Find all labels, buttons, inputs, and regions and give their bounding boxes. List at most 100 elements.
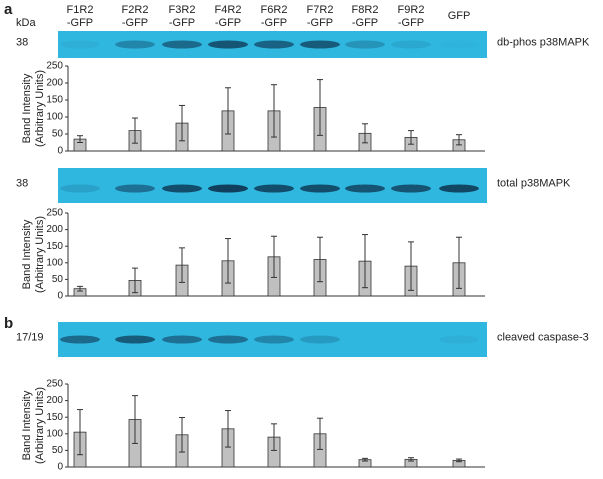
lane-label: F1R2 (67, 4, 94, 16)
y-axis-label: (Arbitrary Units) (34, 70, 46, 147)
lane-label: F2R2 (122, 4, 149, 16)
lane-label: -GFP (352, 17, 378, 29)
y-tick-label: 250 (46, 61, 63, 72)
blot-band (208, 184, 248, 193)
blot-band (345, 184, 385, 193)
blot-label: db-phos p38MAPK (497, 36, 590, 48)
lane-label: F6R2 (261, 4, 288, 16)
blot-band (162, 40, 202, 49)
y-tick-label: 150 (46, 412, 63, 423)
lane-label: -GFP (398, 17, 424, 29)
y-axis-label: Band Intensity (21, 73, 33, 143)
error-bar (317, 236, 323, 283)
blot-band (391, 184, 431, 193)
error-bar (77, 285, 83, 292)
blot-band (208, 335, 248, 344)
blot-band (162, 184, 202, 193)
lane-label: F7R2 (307, 4, 334, 16)
y-axis-label: (Arbitrary Units) (34, 387, 46, 464)
blot-band (115, 335, 155, 344)
y-tick-label: 200 (46, 78, 63, 89)
lane-label: F4R2 (215, 4, 242, 16)
error-bar (362, 457, 368, 462)
y-tick-label: 200 (46, 224, 63, 235)
error-bar (408, 457, 414, 462)
blot-band (300, 184, 340, 193)
blot-band (439, 335, 479, 344)
y-tick-label: 0 (57, 291, 63, 302)
error-bar (362, 234, 368, 289)
error-bar (317, 79, 323, 136)
lane-label: -GFP (122, 17, 148, 29)
y-tick-label: 100 (46, 428, 63, 439)
error-bar (271, 84, 277, 138)
error-bar (77, 135, 83, 143)
lane-label: -GFP (169, 17, 195, 29)
y-tick-label: 0 (57, 462, 63, 473)
lane-label: F9R2 (398, 4, 425, 16)
error-bar (77, 409, 83, 456)
blot-band (345, 40, 385, 49)
lane-label: GFP (448, 10, 471, 22)
y-tick-label: 50 (52, 274, 64, 285)
blot-band (300, 40, 340, 49)
y-tick-label: 250 (46, 379, 63, 390)
y-tick-label: 150 (46, 95, 63, 106)
kda-label: kDa (16, 17, 36, 29)
y-tick-label: 150 (46, 241, 63, 252)
error-bar (225, 410, 231, 448)
error-bar (225, 87, 231, 135)
y-axis-label: Band Intensity (21, 219, 33, 289)
lane-label: F8R2 (352, 4, 379, 16)
error-bar (456, 134, 462, 146)
blot-size: 38 (16, 177, 28, 189)
blot-band (300, 335, 340, 344)
error-bar (179, 247, 185, 283)
lane-label: -GFP (307, 17, 333, 29)
y-tick-label: 200 (46, 395, 63, 406)
blot-band (439, 184, 479, 193)
blot-band (60, 184, 100, 193)
blot-band (115, 40, 155, 49)
y-tick-label: 50 (52, 129, 64, 140)
lane-label: -GFP (261, 17, 287, 29)
error-bar (408, 130, 414, 145)
error-bar (317, 417, 323, 450)
error-bar (456, 458, 462, 463)
error-bar (132, 395, 138, 444)
y-tick-label: 100 (46, 112, 63, 123)
error-bar (362, 123, 368, 144)
blot-band (162, 335, 202, 344)
blot-band (391, 40, 431, 49)
panel-label: a (4, 1, 13, 18)
y-tick-label: 50 (52, 445, 64, 456)
blot-size: 38 (16, 36, 28, 48)
error-bar (179, 417, 185, 453)
error-bar (271, 235, 277, 278)
panel-label: b (4, 315, 13, 332)
error-bar (132, 267, 138, 294)
blot-band (60, 335, 100, 344)
error-bar (225, 238, 231, 284)
error-bar (456, 236, 462, 289)
blot-band (254, 184, 294, 193)
blot-band (254, 40, 294, 49)
blot-label: total p38MAPK (497, 177, 571, 189)
y-tick-label: 250 (46, 208, 63, 219)
y-axis-label: Band Intensity (21, 390, 33, 460)
y-tick-label: 0 (57, 146, 63, 157)
error-bar (132, 117, 138, 144)
blot-band (254, 335, 294, 344)
y-tick-label: 100 (46, 257, 63, 268)
blot-size: 17/19 (16, 331, 44, 343)
blot-band (439, 41, 479, 49)
lane-label: -GFP (215, 17, 241, 29)
error-bar (408, 241, 414, 291)
lane-label: F3R2 (169, 4, 196, 16)
y-axis-label: (Arbitrary Units) (34, 216, 46, 293)
error-bar (179, 104, 185, 142)
lane-label: -GFP (67, 17, 93, 29)
blot-band (115, 184, 155, 193)
